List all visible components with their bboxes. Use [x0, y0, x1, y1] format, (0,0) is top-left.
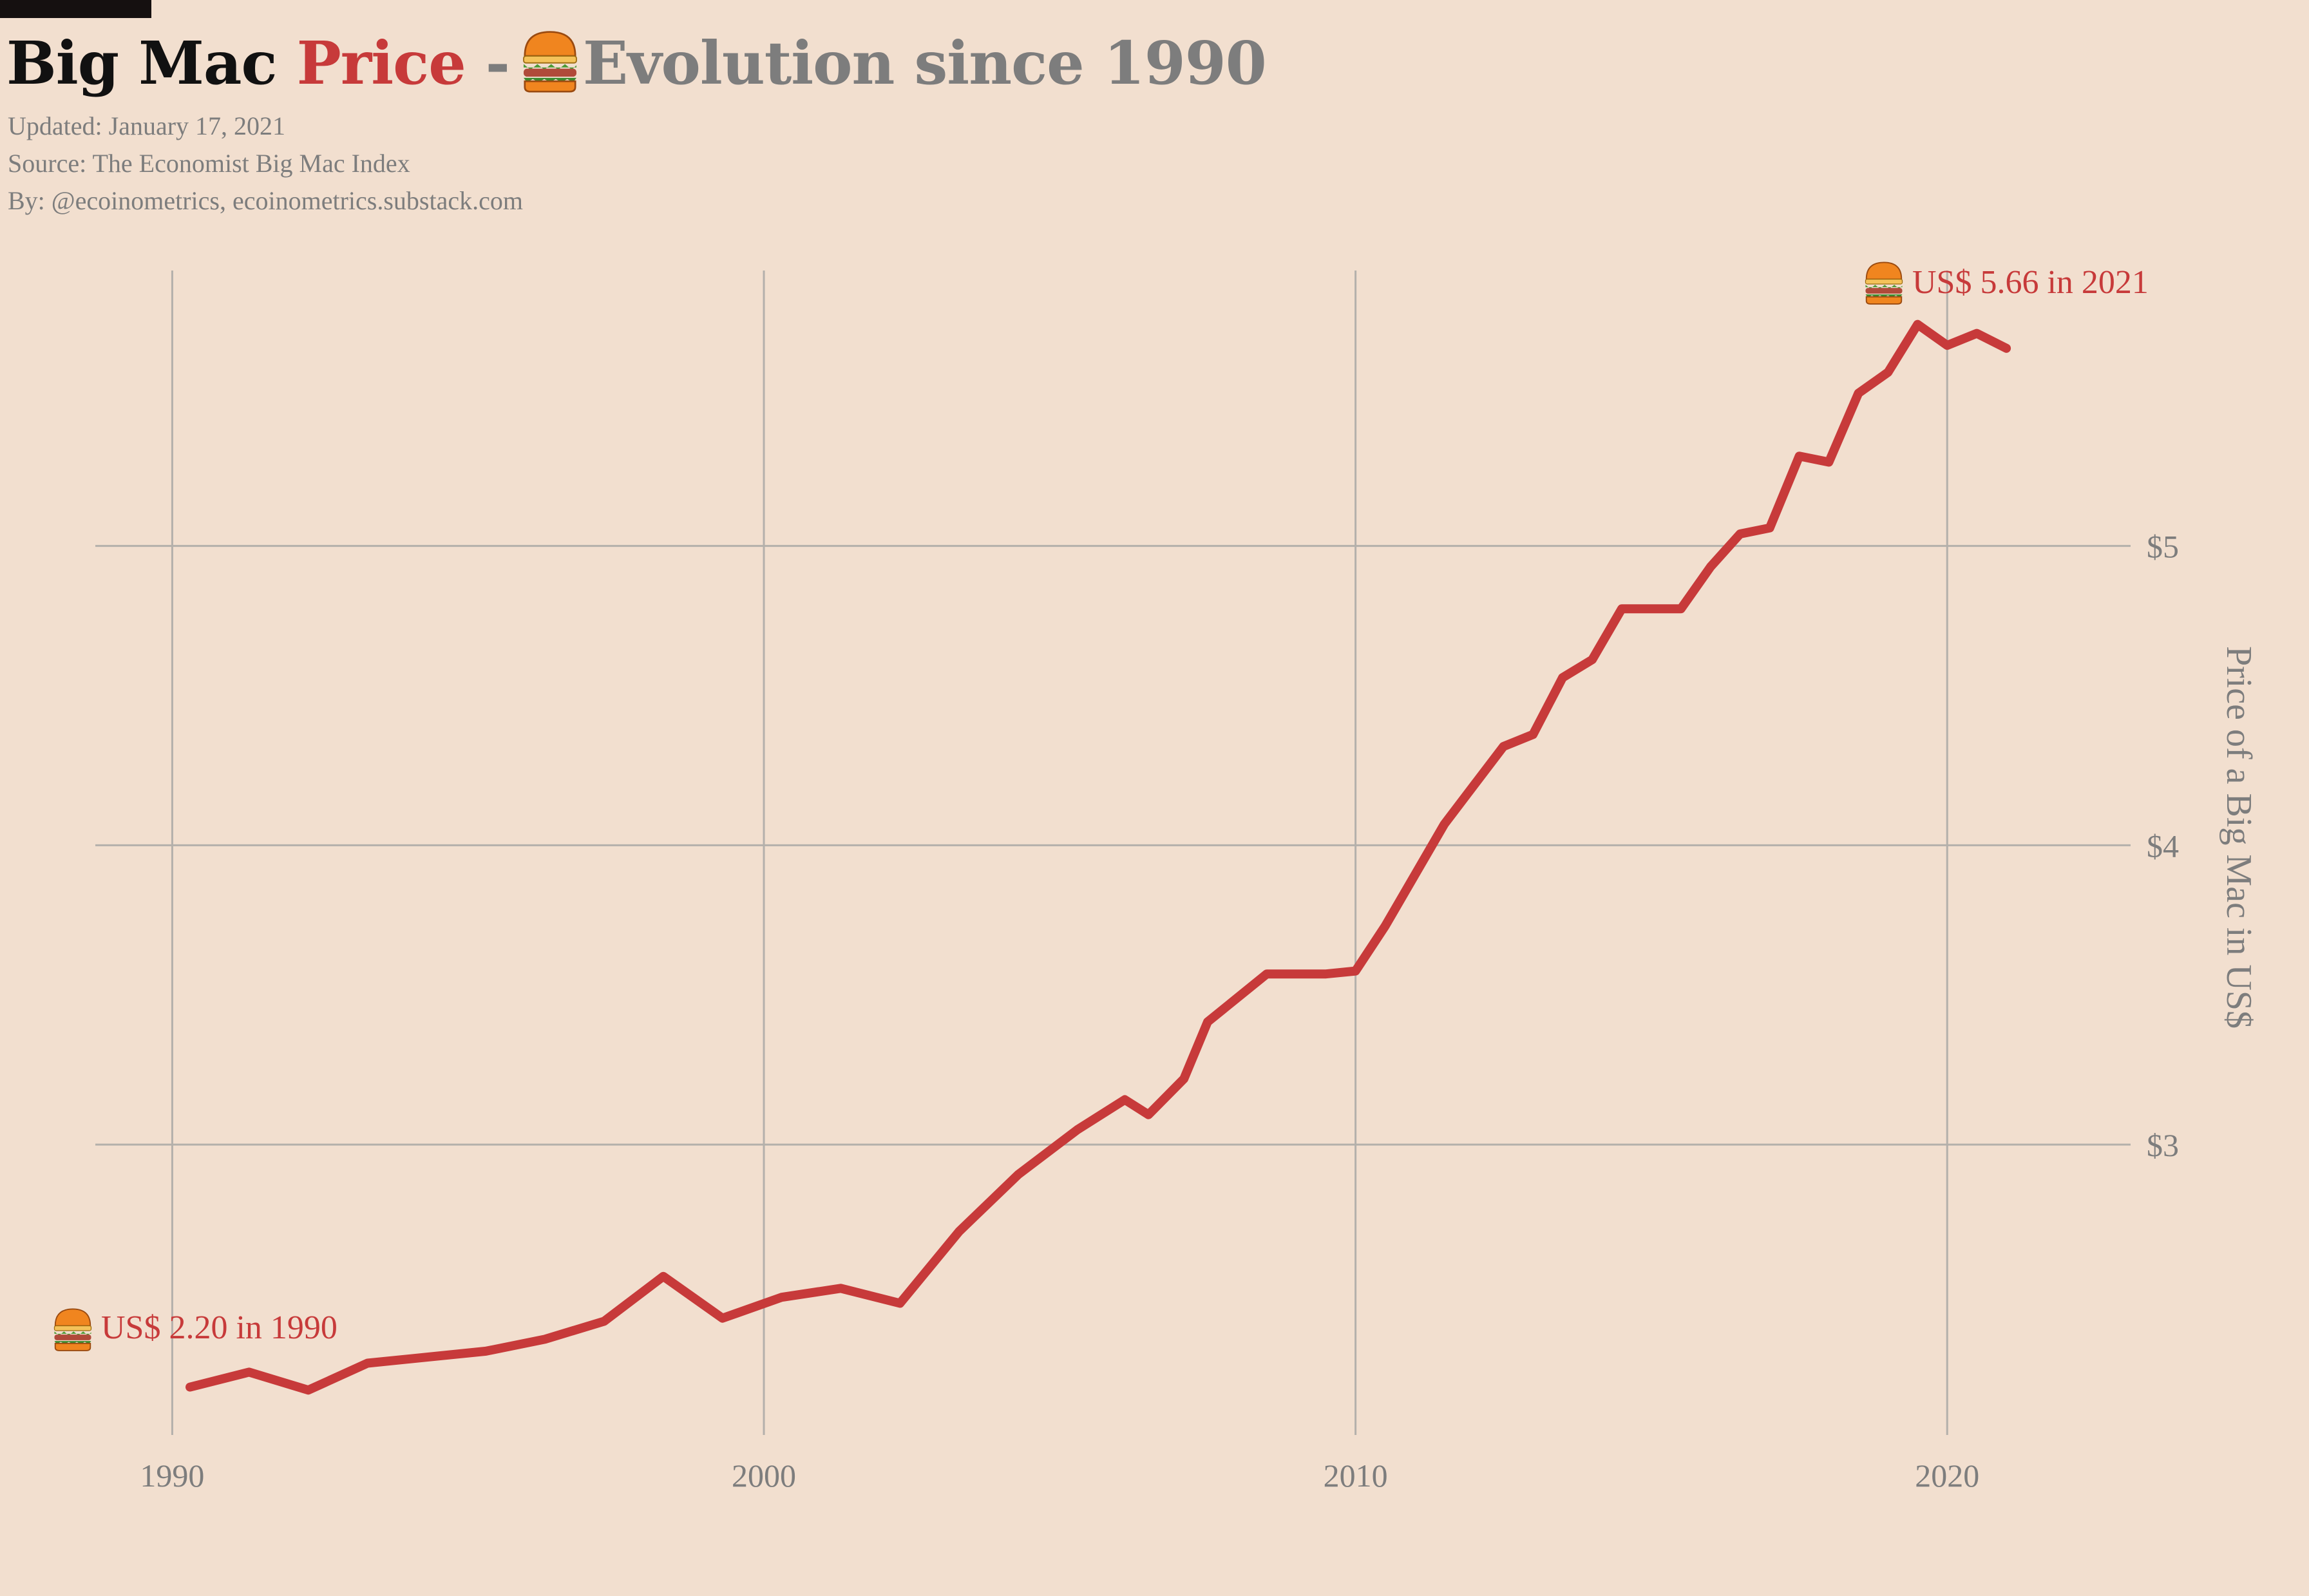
- x-tick-label-2000: 2000: [732, 1458, 796, 1494]
- y-tick-label-5: $5: [2147, 529, 2179, 565]
- y-axis-label: Price of a Big Mac in US$: [2219, 646, 2259, 1029]
- title-separator: -: [485, 28, 510, 98]
- source-credit: Source: The Economist Big Mac Index: [8, 149, 410, 178]
- y-tick-label-4: $4: [2147, 828, 2179, 864]
- author-credit: By: @ecoinometrics, ecoinometrics.substa…: [8, 186, 523, 215]
- series-line-bigmac-price: [185, 319, 2011, 1395]
- title-part-bigmac: Big Mac: [6, 28, 278, 98]
- burger-icon: [1865, 261, 1903, 305]
- updated-date: Updated: January 17, 2021: [8, 111, 286, 140]
- x-tick-label-2010: 2010: [1324, 1458, 1388, 1494]
- top-accent-bar: [0, 0, 151, 18]
- horizontal-gridlines: [95, 545, 2131, 1146]
- title-part-price: Price: [296, 28, 466, 98]
- annotation-end-price: US$ 5.66 in 2021: [1912, 264, 2149, 301]
- x-tick-label-1990: 1990: [140, 1458, 204, 1494]
- x-tick-label-2020: 2020: [1915, 1458, 1979, 1494]
- title-part-evolution: Evolution since 1990: [582, 28, 1267, 98]
- chart-title: Big Mac Price - Evolution since 1990: [6, 24, 1267, 111]
- x-tick-labels: 1990 2000 2010 2020: [140, 1458, 1979, 1494]
- vertical-gridlines: [171, 271, 1948, 1435]
- y-tick-label-3: $3: [2147, 1127, 2179, 1163]
- burger-icon: [53, 1308, 92, 1351]
- y-tick-labels: $3 $4 $5: [2147, 529, 2179, 1164]
- burger-icon: [521, 30, 579, 111]
- annotation-start-price: US$ 2.20 in 1990: [101, 1309, 337, 1346]
